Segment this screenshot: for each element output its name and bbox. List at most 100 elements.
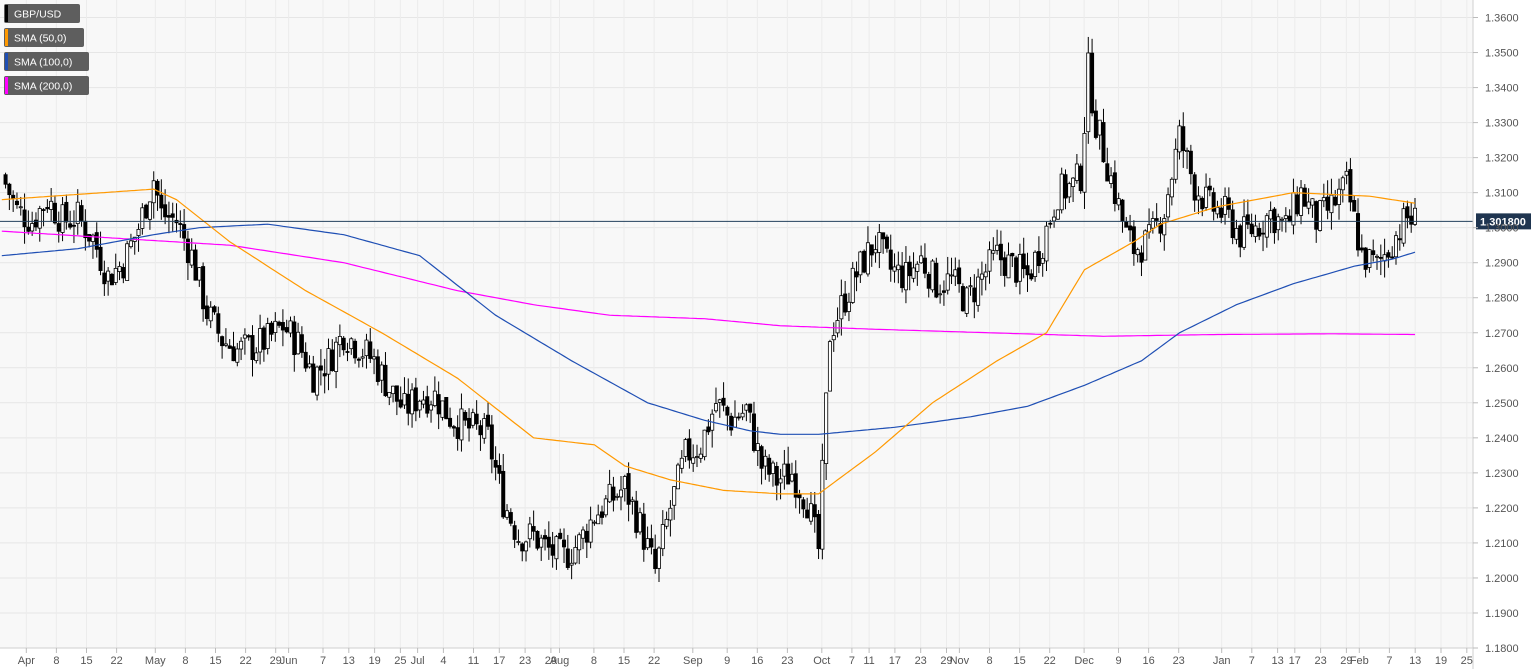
candle-body bbox=[1219, 207, 1224, 218]
x-tick-label: 4 bbox=[440, 655, 446, 667]
candle-body bbox=[763, 455, 768, 467]
candle-body bbox=[448, 417, 453, 427]
candle-body bbox=[1215, 206, 1220, 215]
candle-body bbox=[94, 232, 99, 250]
x-tick-label: 19 bbox=[1435, 655, 1447, 667]
candle-body bbox=[865, 242, 870, 275]
candle-body bbox=[144, 204, 149, 219]
candle-body bbox=[1166, 194, 1171, 218]
candle-body bbox=[581, 529, 586, 539]
legend: GBP/USD SMA (50,0) SMA (100,0) SMA (200,0) bbox=[4, 4, 89, 95]
x-tick-label: 29 bbox=[545, 655, 557, 667]
candle-body bbox=[1401, 208, 1406, 244]
candle-body bbox=[345, 351, 350, 353]
x-tick-label: 8 bbox=[591, 655, 597, 667]
candle-body bbox=[1150, 218, 1155, 229]
candle-body bbox=[679, 457, 684, 469]
candle-body bbox=[197, 267, 202, 281]
candle-body bbox=[675, 464, 680, 490]
candle-body bbox=[938, 293, 943, 296]
candle-body bbox=[444, 397, 449, 420]
candle-body bbox=[827, 341, 832, 392]
candle-body bbox=[968, 285, 973, 288]
legend-label: SMA (200,0) bbox=[14, 81, 72, 93]
candle-body bbox=[87, 234, 92, 242]
y-tick-label: 1.2300 bbox=[1485, 468, 1519, 480]
candle-body bbox=[1128, 225, 1133, 231]
candle-body bbox=[896, 264, 901, 271]
x-tick-label: Jun bbox=[280, 655, 298, 667]
candle-body bbox=[1036, 251, 1041, 267]
candle-body bbox=[1367, 249, 1372, 268]
candle-body bbox=[406, 393, 411, 414]
candle-body bbox=[972, 287, 977, 303]
candle-body bbox=[368, 341, 373, 359]
candle-body bbox=[71, 224, 76, 227]
candle-body bbox=[1249, 223, 1254, 235]
candle-body bbox=[1196, 195, 1201, 201]
candle-body bbox=[1329, 194, 1334, 214]
candle-body bbox=[903, 262, 908, 291]
grid-layer bbox=[0, 0, 1473, 649]
candle-layer bbox=[3, 36, 1418, 583]
candle-body bbox=[269, 322, 274, 335]
candle-body bbox=[767, 457, 772, 475]
candle-body bbox=[869, 244, 874, 256]
candle-body bbox=[998, 243, 1003, 261]
candle-body bbox=[147, 201, 152, 220]
candle-body bbox=[1333, 196, 1338, 206]
x-tick-label: 13 bbox=[1409, 655, 1421, 667]
candle-body bbox=[1200, 197, 1205, 210]
candle-body bbox=[220, 336, 225, 347]
candle-body bbox=[231, 346, 236, 362]
candle-body bbox=[1158, 223, 1163, 234]
x-tick-label: Oct bbox=[813, 655, 830, 667]
candle-body bbox=[520, 543, 525, 552]
candle-body bbox=[516, 541, 521, 543]
y-tick-label: 1.3300 bbox=[1485, 118, 1519, 130]
candle-body bbox=[1021, 253, 1026, 270]
x-tick-label: 7 bbox=[1386, 655, 1392, 667]
y-tick-label: 1.2000 bbox=[1485, 573, 1519, 585]
candle-body bbox=[125, 243, 130, 281]
candle-body bbox=[991, 250, 996, 254]
candle-body bbox=[1295, 194, 1300, 215]
candle-body bbox=[254, 352, 259, 362]
candle-body bbox=[744, 404, 749, 411]
legend-swatch bbox=[5, 53, 8, 70]
candle-body bbox=[413, 387, 418, 412]
candle-body bbox=[1067, 183, 1072, 198]
candle-body bbox=[250, 335, 255, 360]
candle-body bbox=[987, 249, 992, 272]
candle-body bbox=[619, 489, 624, 498]
candle-body bbox=[1306, 201, 1311, 209]
candle-body bbox=[1063, 174, 1068, 199]
candle-body bbox=[1348, 169, 1353, 203]
x-tick-label: 7 bbox=[1249, 655, 1255, 667]
candle-body bbox=[193, 249, 198, 281]
candle-body bbox=[273, 320, 278, 333]
candle-body bbox=[1340, 177, 1345, 191]
candle-body bbox=[850, 267, 855, 303]
candle-body bbox=[535, 530, 540, 549]
x-tick-label: 22 bbox=[648, 655, 660, 667]
candle-body bbox=[391, 385, 396, 395]
x-tick-label: 13 bbox=[343, 655, 355, 667]
x-tick-label: 16 bbox=[1142, 655, 1154, 667]
x-tick-label: 11 bbox=[863, 655, 874, 667]
candle-body bbox=[68, 223, 73, 228]
candle-body bbox=[626, 473, 631, 505]
candle-body bbox=[79, 205, 84, 221]
candle-body bbox=[911, 267, 916, 279]
candle-body bbox=[151, 180, 156, 204]
candle-body bbox=[1352, 200, 1357, 212]
candle-body bbox=[75, 201, 80, 224]
candle-body bbox=[201, 266, 206, 310]
candle-body bbox=[565, 548, 570, 568]
candle-body bbox=[41, 209, 46, 211]
candle-body bbox=[223, 343, 228, 346]
candle-body bbox=[341, 337, 346, 351]
candle-body bbox=[1082, 133, 1087, 193]
candle-body bbox=[1242, 216, 1247, 248]
